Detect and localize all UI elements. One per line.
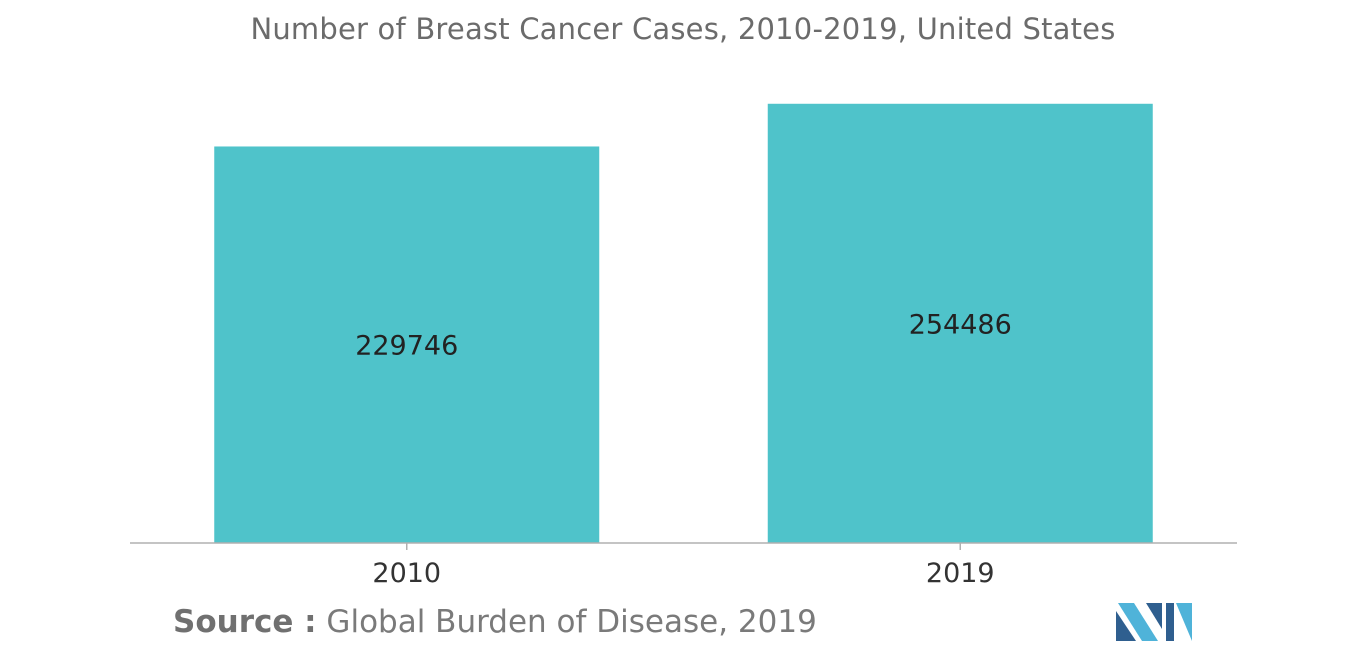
logo-light-stroke <box>1118 603 1158 641</box>
data-labels-layer: 229746 254486 <box>355 309 1012 361</box>
source-note: Source : Global Burden of Disease, 2019 <box>173 604 817 640</box>
x-ticks-layer: 2010 2019 <box>372 543 995 589</box>
logo-dark-middle <box>1146 603 1162 629</box>
chart-title: Number of Breast Cancer Cases, 2010-2019… <box>250 12 1116 46</box>
logo-dark-left <box>1116 611 1136 641</box>
brand-logo-icon <box>1116 603 1192 641</box>
x-tick-label-2010: 2010 <box>372 558 441 589</box>
logo-light-right <box>1176 603 1192 641</box>
bar-2010 <box>214 146 600 544</box>
logo-dark-right-bar <box>1166 603 1174 641</box>
bar-2019 <box>767 103 1153 544</box>
bar-chart: 2010 2019 229746 254486 <box>130 103 1237 589</box>
x-tick-label-2019: 2019 <box>926 558 995 589</box>
bars-layer <box>214 103 1153 544</box>
source-label: Source : <box>173 604 317 640</box>
source-text: Global Burden of Disease, 2019 <box>316 604 817 640</box>
data-label-2010: 229746 <box>355 331 458 362</box>
data-label-2019: 254486 <box>909 309 1012 340</box>
